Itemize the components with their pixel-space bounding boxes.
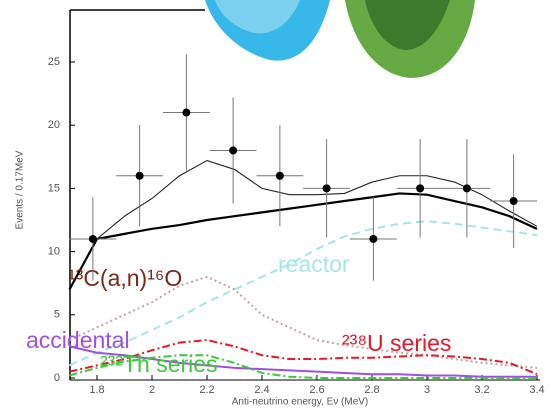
y-tick-label: 20: [48, 119, 60, 131]
y-tick-label: 25: [48, 56, 60, 68]
series-line: [69, 345, 537, 378]
x-tick-label: 3.4: [529, 384, 544, 396]
y-tick-label: 5: [54, 309, 60, 321]
data-point: [135, 171, 144, 180]
y-tick-label: 10: [48, 245, 60, 257]
series-line: [69, 275, 538, 369]
series-label: ²³²Th series: [100, 351, 218, 377]
x-axis-label: Anti-neutrino energy, Eν (MeV): [232, 397, 369, 408]
y-axis-label: Events / 0.17MeV: [15, 150, 26, 229]
series-label: ¹³C(a,n)¹⁶O: [68, 265, 182, 291]
x-tick-label: 3.2: [474, 384, 489, 396]
series-label: reactor: [278, 251, 350, 277]
x-tick-label: 2.8: [364, 384, 379, 396]
earth-core: [365, 0, 450, 50]
series-line: [69, 339, 538, 376]
x-tick-label: 2: [149, 384, 155, 396]
x-tick-label: 1.8: [89, 384, 104, 396]
series-label: ²³⁸U series: [342, 330, 451, 356]
data-point: [369, 234, 378, 243]
series-label: accidental: [26, 327, 130, 353]
y-tick-label: 0: [54, 372, 60, 384]
x-tick-label: 2.6: [309, 384, 324, 396]
earth-illustration: [205, 0, 475, 78]
series-line: [68, 192, 538, 291]
x-tick-label: 2.2: [199, 384, 214, 396]
data-point: [229, 146, 238, 155]
data-point: [509, 197, 518, 206]
data-point: [416, 184, 425, 193]
series-line: [69, 220, 538, 367]
data-point: [275, 171, 284, 180]
x-tick-label: 2.4: [254, 384, 269, 396]
data-point: [182, 108, 191, 117]
earth-layer: [215, 0, 300, 34]
x-tick-label: 3: [424, 384, 430, 396]
data-point: [322, 184, 331, 193]
y-tick-label: 15: [48, 182, 60, 194]
series-line: [69, 159, 538, 290]
data-point: [88, 234, 97, 243]
data-point: [462, 184, 471, 193]
